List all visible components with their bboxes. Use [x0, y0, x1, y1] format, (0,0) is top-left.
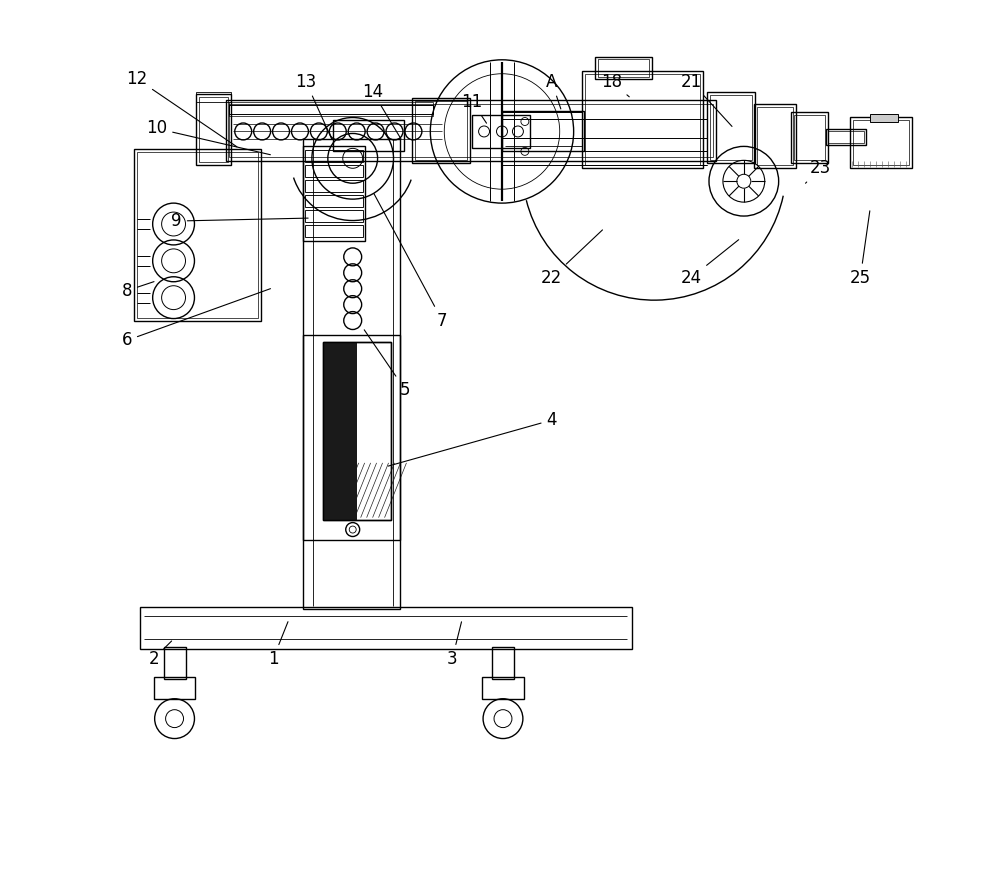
Bar [415, 100, 467, 160]
Bar [137, 153, 258, 317]
Text: 3: 3 [447, 622, 462, 668]
Bar [870, 113, 898, 121]
Bar [582, 71, 703, 168]
Bar [754, 104, 796, 168]
Bar [323, 343, 391, 520]
Bar [333, 119, 404, 152]
Bar [482, 677, 524, 698]
Text: 8: 8 [122, 282, 154, 300]
Bar [305, 195, 363, 207]
Text: 22: 22 [541, 230, 602, 287]
Bar [710, 95, 752, 160]
Text: 18: 18 [601, 72, 629, 97]
Bar [757, 106, 793, 166]
Bar [826, 129, 866, 146]
Text: 12: 12 [126, 70, 237, 146]
Text: 23: 23 [806, 160, 831, 183]
Bar [707, 92, 755, 163]
Bar [305, 225, 363, 237]
Text: 2: 2 [148, 641, 172, 668]
Bar [794, 114, 825, 160]
Text: 7: 7 [374, 194, 448, 330]
Text: 11: 11 [462, 92, 487, 123]
Bar [303, 140, 400, 610]
Bar [164, 647, 186, 678]
Bar [305, 210, 363, 222]
Bar [196, 92, 231, 102]
Bar [154, 677, 195, 698]
Bar [196, 93, 231, 166]
Bar [323, 343, 357, 520]
Bar [492, 647, 514, 678]
Text: 5: 5 [364, 330, 411, 399]
Bar [585, 74, 700, 166]
Text: 14: 14 [362, 83, 401, 139]
Text: 13: 13 [295, 72, 332, 139]
Bar [598, 58, 649, 77]
Bar [305, 150, 363, 162]
Bar [229, 102, 433, 115]
Text: 9: 9 [171, 212, 308, 230]
Text: 24: 24 [681, 240, 739, 287]
Bar [303, 336, 400, 540]
Text: 6: 6 [122, 289, 270, 350]
Bar [412, 98, 470, 163]
Text: 21: 21 [680, 72, 732, 126]
Bar [303, 146, 365, 241]
Text: 25: 25 [850, 211, 871, 287]
Text: 4: 4 [388, 411, 557, 467]
Bar [502, 111, 584, 152]
Bar [229, 104, 713, 157]
Bar [323, 343, 391, 520]
Bar [229, 105, 433, 113]
Bar [134, 149, 261, 321]
Bar [140, 607, 632, 649]
Bar [472, 114, 530, 148]
Bar [226, 99, 716, 161]
Bar [828, 132, 864, 143]
Bar [850, 117, 912, 168]
Bar [305, 181, 363, 192]
Bar [199, 97, 228, 162]
Bar [791, 112, 828, 163]
Text: 10: 10 [146, 119, 270, 154]
Bar [305, 166, 363, 177]
Text: 1: 1 [268, 622, 288, 668]
Bar [853, 119, 909, 166]
Text: A: A [546, 72, 561, 109]
Bar [595, 57, 652, 78]
